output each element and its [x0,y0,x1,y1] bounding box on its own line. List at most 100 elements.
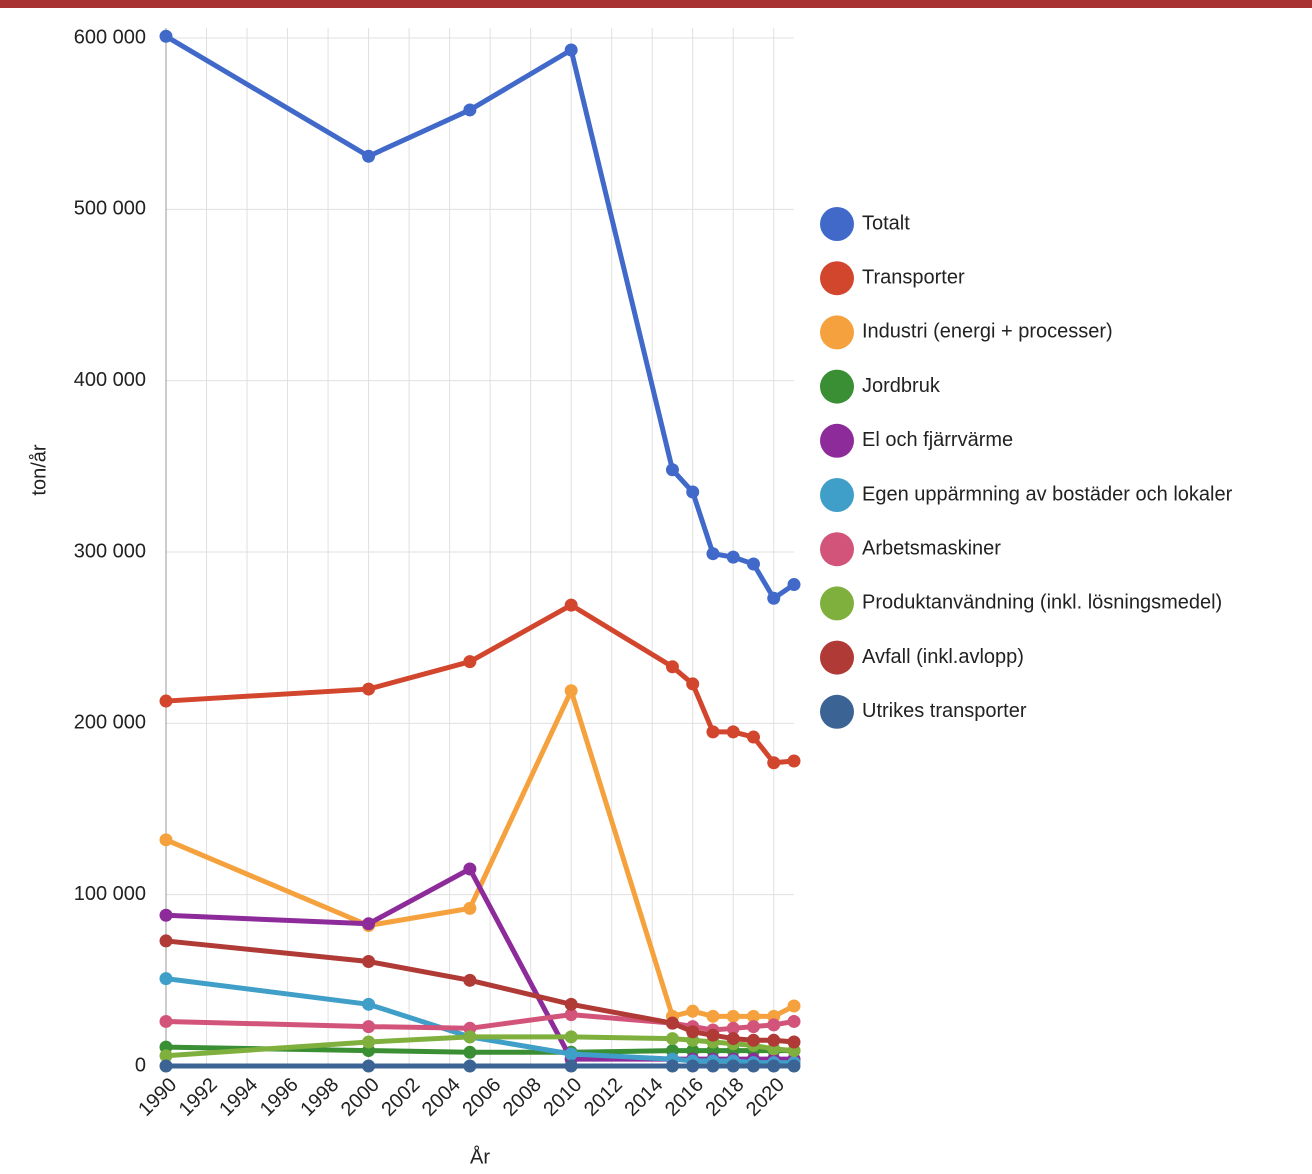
x-tick-label: 1990 [134,1074,181,1121]
x-tick-label: 2000 [337,1074,384,1121]
x-tick-label: 2004 [418,1074,465,1121]
data-point [362,1059,376,1073]
data-point [463,1059,477,1073]
y-tick-label: 500 000 [74,198,146,220]
legend-marker [820,694,854,729]
data-point [726,550,740,564]
data-point [463,1030,477,1044]
data-point [463,103,477,117]
data-point [159,29,173,43]
data-point [746,1033,760,1047]
data-point [746,557,760,571]
data-point [767,1033,781,1047]
data-point [159,1059,173,1073]
legend-marker [820,586,854,621]
x-tick-label: 2008 [499,1074,546,1121]
legend-marker [820,207,854,241]
data-point [726,725,740,739]
legend-label: Totalt [862,212,910,234]
y-tick-label: 400 000 [74,369,146,391]
series-line [165,688,796,1019]
data-point [746,1059,760,1073]
legend-marker [820,640,854,675]
data-point [686,1059,700,1073]
data-point [686,485,700,499]
data-point [706,1028,720,1042]
data-point [686,1004,700,1018]
legend-label: Utrikes transporter [862,700,1027,722]
data-point [463,1045,477,1059]
data-point [746,730,760,744]
series-line [165,602,795,766]
data-point [706,547,720,561]
x-tick-label: 2006 [458,1074,505,1121]
legend-marker [820,478,854,512]
data-point [362,917,376,931]
legend-label: Industri (energi + processer) [862,321,1113,343]
x-axis-label: År [470,1145,490,1168]
data-point [787,754,801,768]
x-tick-label: 2018 [701,1074,748,1121]
data-point [564,684,578,698]
data-point [706,1059,720,1073]
legend-label: Avfall (inkl.avlopp) [862,646,1024,668]
data-point [706,725,720,739]
data-point [159,694,173,708]
series-line [165,1012,795,1033]
series-line [164,34,796,601]
legend-label: Jordbruk [862,375,941,397]
data-point [726,1059,740,1073]
data-point [726,1021,740,1035]
data-point [746,1020,760,1034]
data-point [706,1009,720,1023]
legend-label: Produktanvändning (inkl. lösningsmedel) [862,592,1222,614]
data-point [159,1049,173,1063]
data-point [767,1059,781,1073]
data-point [362,682,376,696]
data-point [665,660,679,674]
data-point [665,1059,679,1073]
data-point [686,677,700,691]
data-point [787,999,801,1013]
data-point [726,1009,740,1023]
x-tick-label: 1996 [256,1074,303,1121]
data-point [564,1047,578,1061]
data-point [159,934,173,948]
legend-label: Egen uppärmning av bostäder och lokaler [862,483,1233,505]
data-point [564,1030,578,1044]
data-point [463,655,477,669]
legend-label: Transporter [862,266,965,288]
data-point [463,973,477,987]
data-point [159,1014,173,1028]
x-tick-label: 2010 [539,1074,586,1121]
data-point [767,1018,781,1032]
y-tick-label: 300 000 [74,540,146,562]
y-tick-label: 0 [135,1054,146,1076]
data-point [564,598,578,612]
data-point [665,1016,679,1030]
data-point [362,1020,376,1034]
data-point [564,997,578,1011]
x-tick-label: 2014 [620,1074,667,1121]
data-point [362,149,376,163]
x-tick-label: 2020 [742,1074,789,1121]
x-tick-label: 2002 [377,1074,424,1121]
data-point [787,1035,801,1049]
x-tick-label: 2012 [580,1074,627,1121]
y-tick-label: 100 000 [74,883,146,905]
data-point [787,578,801,592]
data-point [787,1014,801,1028]
data-point [463,901,477,915]
data-point [767,756,781,770]
data-point [564,1059,578,1073]
data-point [767,591,781,605]
data-point [362,1035,376,1049]
legend-marker [820,315,854,350]
legend-marker [820,532,854,567]
data-point [159,972,173,986]
data-point [787,1059,801,1073]
data-point [463,862,477,876]
legend-marker [820,423,854,458]
data-point [665,1032,679,1046]
